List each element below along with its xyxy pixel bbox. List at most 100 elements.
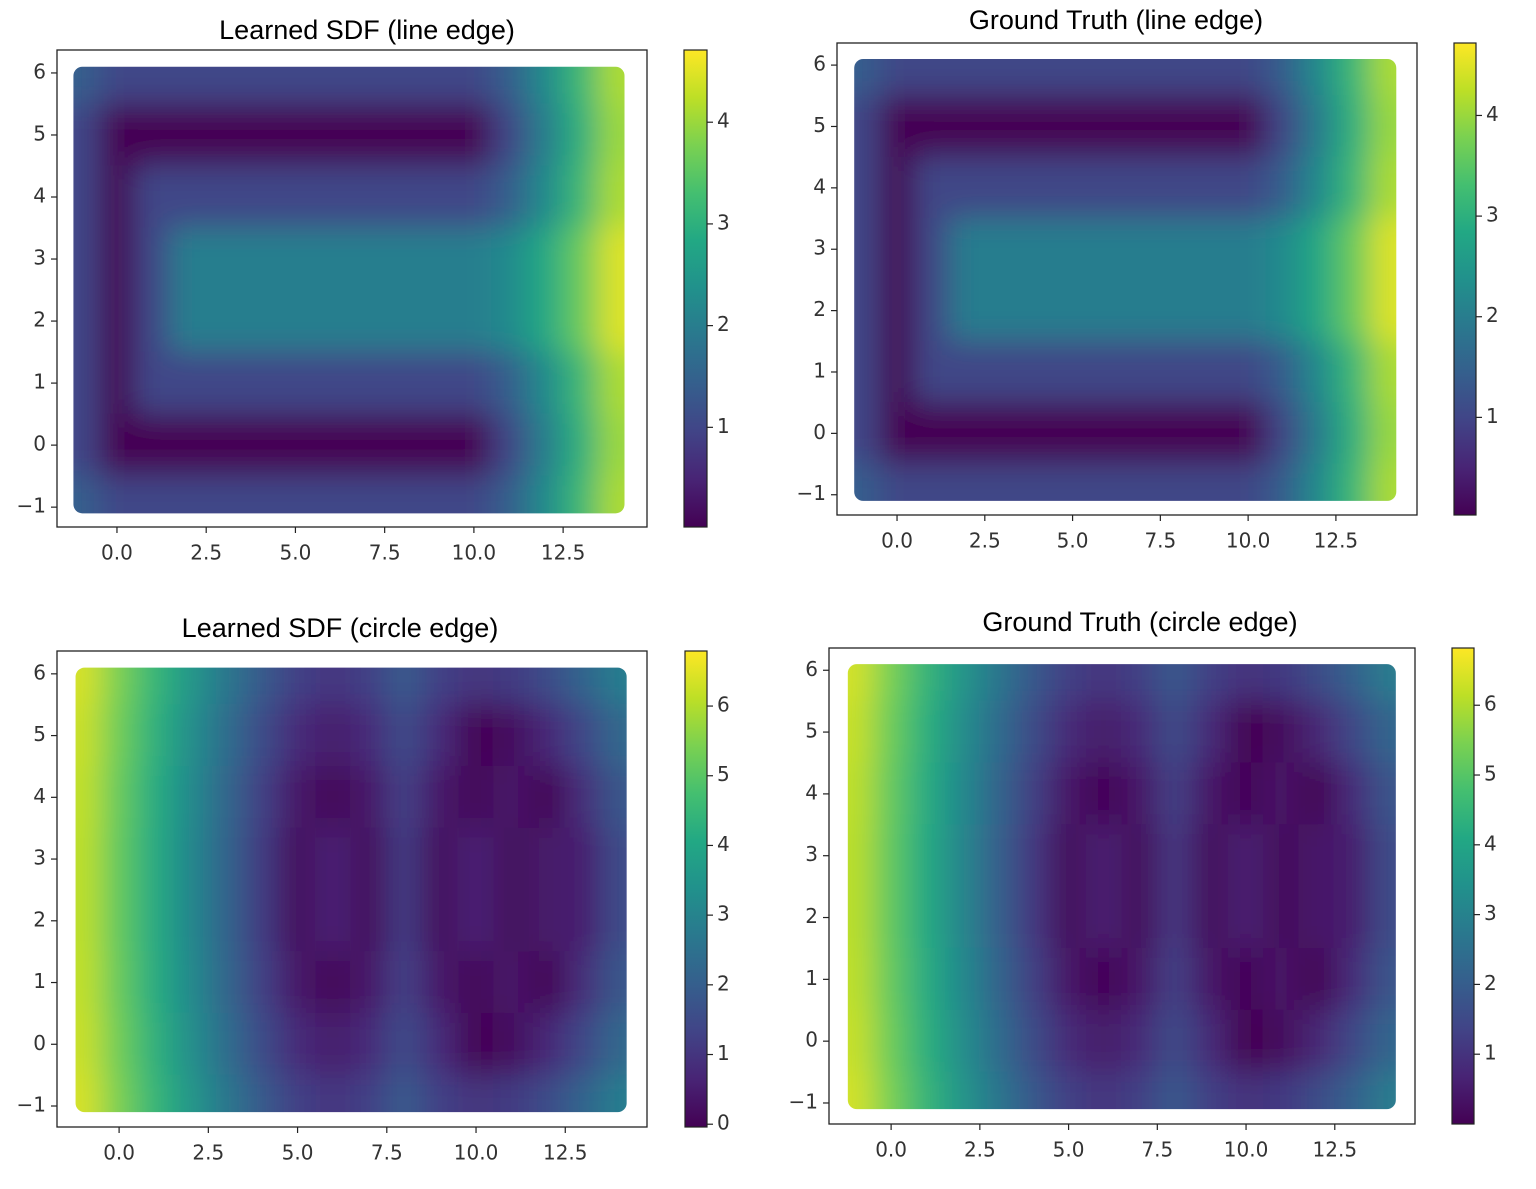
heatmap-cell (1124, 95, 1161, 158)
heatmap-cell (1121, 700, 1158, 764)
heatmap-cell (1054, 340, 1091, 404)
axes-frame (56, 650, 648, 1128)
heatmap-cell (529, 667, 566, 706)
heatmap-cell (984, 58, 1021, 97)
heatmap-cell (493, 704, 531, 767)
heatmap-cell (421, 765, 459, 829)
heatmap-cell (384, 165, 421, 229)
heatmap-cell (314, 704, 352, 767)
heatmap-cell (529, 1012, 566, 1076)
heatmap-cell (914, 279, 951, 342)
heatmap-cell (491, 66, 528, 105)
y-tick-label: 5 (33, 121, 46, 145)
heatmap-cell (562, 227, 600, 291)
heatmap-cell (205, 103, 243, 167)
heatmap-cell (350, 1012, 388, 1076)
heatmap-cell (75, 827, 102, 891)
heatmap-cell (878, 340, 916, 404)
heatmap-cell (1085, 1009, 1123, 1073)
colorbar-tick-label: 6 (717, 693, 730, 717)
heatmap-cell (1085, 947, 1123, 1011)
heatmap-cell (312, 66, 350, 105)
heatmap-cell (419, 227, 457, 291)
chart-title: Ground Truth (line edge) (969, 5, 1263, 35)
heatmap-cell (1159, 95, 1196, 158)
heatmap-cell (277, 289, 314, 353)
heatmap-cell (908, 700, 945, 764)
heatmap-cell (170, 475, 207, 514)
heatmap-cell (136, 889, 174, 953)
heatmap-cell (1194, 58, 1232, 97)
heatmap-cell (241, 413, 279, 477)
heatmap-cell (1019, 279, 1056, 342)
heatmap-cell (847, 824, 874, 888)
heatmap-cell (1050, 886, 1087, 949)
heatmap-cell (493, 765, 531, 829)
heatmap-cell (75, 667, 102, 706)
heatmap-cell (279, 951, 316, 1014)
heatmap-cell (600, 827, 627, 891)
heatmap-cell (348, 351, 386, 415)
heatmap-cell (1159, 156, 1196, 220)
heatmap-cell (1263, 824, 1300, 888)
heatmap-cell (243, 1074, 281, 1113)
colorbar-tick-label: 2 (1486, 303, 1499, 327)
heatmap-cell (348, 289, 386, 353)
heatmap-cell (1019, 58, 1056, 97)
heatmap-cell (98, 351, 136, 415)
heatmap-cell (348, 227, 386, 291)
x-tick-label: 7.5 (1144, 529, 1176, 553)
heatmap-cell (1085, 1071, 1123, 1110)
heatmap-cells (847, 664, 1396, 1110)
heatmap-cell (1335, 463, 1372, 501)
heatmap-cell (854, 402, 880, 465)
heatmap-cell (455, 165, 493, 229)
heatmap-cell (1230, 156, 1267, 220)
heatmap-cell (1156, 700, 1194, 764)
heatmap-cell (207, 704, 245, 767)
heatmap-cell (847, 1071, 874, 1110)
heatmap-area (75, 667, 627, 1113)
heatmap-cell (1085, 664, 1123, 702)
heatmap-cell (312, 103, 350, 167)
heatmap-cell (312, 351, 350, 415)
y-tick-label: 3 (805, 842, 818, 866)
colorbar-tick-label: 1 (717, 414, 730, 438)
heatmap-cell (98, 475, 136, 514)
heatmap-cell (241, 289, 279, 353)
heatmap-cell (421, 1012, 459, 1076)
heatmap-cell (348, 413, 386, 477)
heatmap-cell (98, 227, 136, 291)
heatmap-cell (943, 700, 981, 764)
heatmap-cell (1227, 947, 1265, 1011)
heatmap-cell (1230, 402, 1267, 465)
heatmap-cell (172, 1012, 209, 1076)
heatmap-cell (421, 827, 459, 891)
heatmap-cell (1159, 58, 1196, 97)
heatmap-cell (243, 951, 281, 1014)
heatmap-cell (419, 351, 457, 415)
heatmap-cell (277, 413, 314, 477)
heatmap-cell (1263, 762, 1300, 826)
heatmap-cell (1265, 402, 1302, 465)
colorbar-tick-label: 4 (717, 109, 730, 133)
y-tick-label: 4 (33, 184, 46, 208)
heatmap-cell (455, 66, 493, 105)
heatmap-cell (847, 947, 874, 1011)
heatmap-cell (526, 289, 564, 353)
heatmap-cell (348, 103, 386, 167)
heatmap-cell (386, 667, 423, 706)
heatmap-cell (1124, 156, 1161, 220)
heatmap-cell (277, 165, 314, 229)
heatmap-cell (984, 340, 1021, 404)
heatmap-cell (241, 351, 279, 415)
y-tick-label: 0 (805, 1028, 818, 1052)
heatmap-cell (73, 165, 100, 229)
heatmap-cell (1265, 58, 1302, 97)
heatmap-cell (1050, 1009, 1087, 1073)
x-tick-label: 12.5 (543, 1141, 588, 1165)
x-tick-label: 10.0 (1226, 529, 1271, 553)
y-tick-label: 1 (813, 358, 826, 382)
heatmap-cell (908, 824, 945, 888)
heatmap-cell (279, 667, 316, 706)
